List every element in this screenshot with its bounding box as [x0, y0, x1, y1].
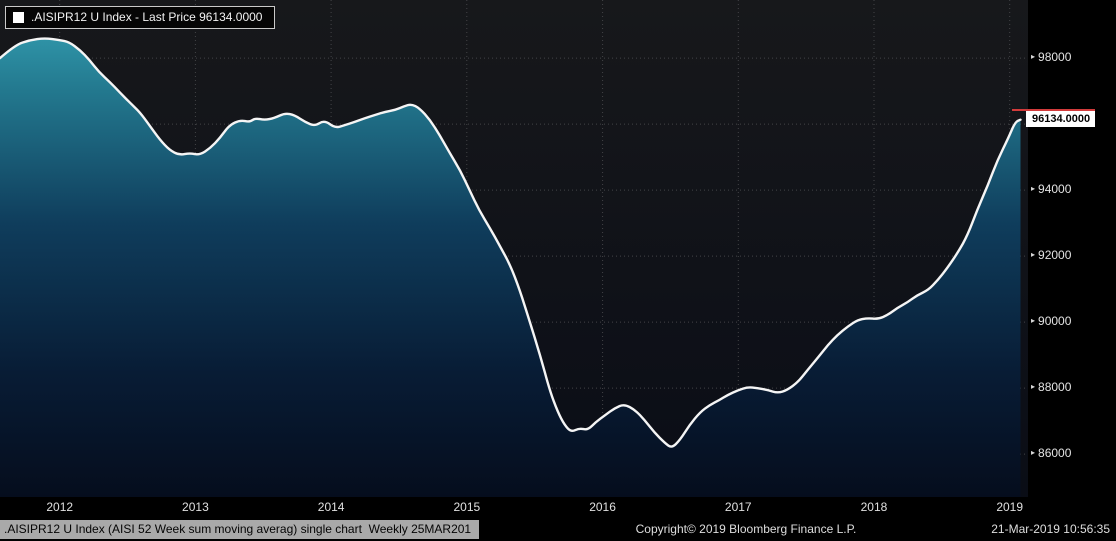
- last-price-marker-line: [1012, 108, 1096, 111]
- footer-bar: .AISIPR12 U Index (AISI 52 Week sum movi…: [0, 519, 1116, 541]
- y-tick-value: 90000: [1038, 314, 1072, 329]
- x-axis-label: 2013: [182, 500, 209, 514]
- tick-arrow-icon: ▸: [1031, 316, 1036, 326]
- copyright-text: Copyright© 2019 Bloomberg Finance L.P.: [635, 522, 857, 536]
- y-axis-label: ▸ 98000: [1028, 50, 1071, 64]
- x-axis-label: 2012: [46, 500, 74, 514]
- x-axis-label: 2015: [453, 500, 481, 514]
- series-legend-label: .AISIPR12 U Index - Last Price 96134.000…: [31, 10, 263, 24]
- series-legend[interactable]: .AISIPR12 U Index - Last Price 96134.000…: [5, 6, 276, 29]
- y-axis-label: ▸ 94000: [1028, 182, 1071, 196]
- y-axis-label: ▸ 88000: [1028, 380, 1071, 394]
- tick-arrow-icon: ▸: [1031, 184, 1036, 194]
- x-axis: 2012 2013 2014 2015 2016 2017 2018 2019: [0, 497, 1028, 517]
- last-price-value: 96134.0000: [1032, 112, 1091, 125]
- tick-arrow-icon: ▸: [1031, 52, 1036, 62]
- last-price-tag: 96134.0000: [1012, 108, 1096, 127]
- y-tick-value: 86000: [1038, 446, 1072, 461]
- y-axis-label: ▸ 90000: [1028, 314, 1071, 328]
- series-color-swatch-icon: [13, 11, 24, 23]
- x-axis-label: 2014: [317, 500, 345, 514]
- price-chart-plot-area[interactable]: [0, 0, 1028, 497]
- x-axis-label: 2019: [996, 500, 1024, 514]
- x-axis-label: 2017: [724, 500, 752, 514]
- y-axis: ▸86000▸88000▸90000▸92000▸94000▸96000▸980…: [1028, 0, 1116, 497]
- y-axis-label: ▸ 86000: [1028, 446, 1071, 460]
- x-axis-label: 2018: [860, 500, 888, 514]
- y-axis-label: ▸ 92000: [1028, 248, 1071, 262]
- tick-arrow-icon: ▸: [1031, 448, 1036, 458]
- y-tick-value: 94000: [1038, 182, 1072, 197]
- chart-description[interactable]: .AISIPR12 U Index (AISI 52 Week sum movi…: [0, 520, 480, 539]
- timestamp-text: 21-Mar-2019 10:56:35: [991, 522, 1110, 536]
- tick-arrow-icon: ▸: [1031, 382, 1036, 392]
- tick-arrow-icon: ▸: [1031, 250, 1036, 260]
- y-tick-value: 92000: [1038, 248, 1072, 263]
- chart-canvas[interactable]: [0, 0, 1028, 497]
- y-tick-value: 88000: [1038, 380, 1072, 395]
- x-axis-label: 2016: [589, 500, 616, 514]
- y-tick-value: 98000: [1038, 50, 1072, 65]
